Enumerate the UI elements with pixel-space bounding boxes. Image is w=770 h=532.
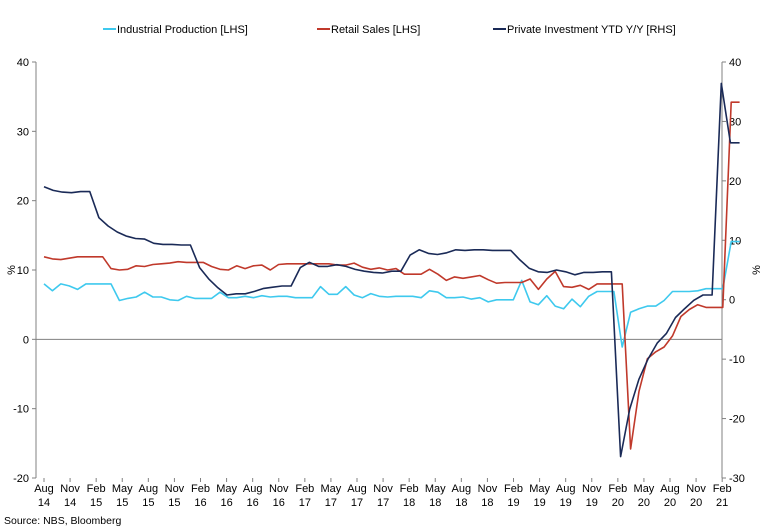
x-tick-label-month: Nov	[582, 483, 602, 495]
x-tick-label-month: Feb	[400, 483, 419, 495]
left-tick-label: 30	[17, 126, 29, 138]
x-tick-label-year: 15	[142, 497, 154, 509]
x-tick-label-month: Aug	[243, 483, 263, 495]
x-tick-label-month: Aug	[660, 483, 680, 495]
x-tick-label-year: 20	[638, 497, 650, 509]
x-tick-label-month: Nov	[165, 483, 185, 495]
plot-area	[43, 82, 740, 458]
x-tick-label-year: 19	[533, 497, 545, 509]
x-axis-ticks: Aug 14 Nov 14 Feb 15 May 15 Aug 15 Nov 15 Feb 16 May 16…	[34, 478, 732, 509]
x-tick-label-year: 21	[716, 497, 728, 509]
x-tick-label-month: Nov	[269, 483, 289, 495]
legend-label-retail: Retail Sales [LHS]	[331, 24, 420, 36]
x-tick-label-month: May	[634, 483, 655, 495]
x-tick-label-month: Feb	[295, 483, 314, 495]
right-axis-label: %	[751, 265, 763, 275]
legend-label-industrial: Industrial Production [LHS]	[117, 24, 248, 36]
right-tick-label: 40	[729, 57, 741, 69]
x-tick-label-year: 19	[507, 497, 519, 509]
x-tick-label-year: 18	[403, 497, 415, 509]
x-tick-label-year: 18	[429, 497, 441, 509]
x-tick-label-month: Nov	[686, 483, 706, 495]
x-tick-label-year: 19	[560, 497, 572, 509]
legend: Industrial Production [LHS] Retail Sales…	[103, 24, 676, 36]
x-tick-label-month: Aug	[139, 483, 159, 495]
x-tick-label-year: 18	[481, 497, 493, 509]
x-tick-label-month: Nov	[478, 483, 498, 495]
x-tick-label-month: Feb	[608, 483, 627, 495]
left-tick-label: -10	[13, 404, 29, 416]
series-line-investment	[43, 82, 740, 458]
x-tick-label-month: Feb	[191, 483, 210, 495]
legend-item-retail[interactable]: Retail Sales [LHS]	[317, 24, 420, 36]
x-tick-label-month: Aug	[452, 483, 472, 495]
x-tick-label-year: 17	[325, 497, 337, 509]
right-tick-label: -10	[729, 354, 745, 366]
source-note: Source: NBS, Bloomberg	[4, 515, 121, 527]
x-tick-label-month: May	[425, 483, 446, 495]
left-tick-label: 10	[17, 265, 29, 277]
right-tick-label: -30	[729, 473, 745, 485]
x-tick-label-year: 16	[194, 497, 206, 509]
x-tick-label-month: Feb	[713, 483, 732, 495]
legend-item-investment[interactable]: Private Investment YTD Y/Y [RHS]	[493, 24, 676, 36]
x-tick-label-month: Aug	[34, 483, 54, 495]
x-tick-label-year: 14	[64, 497, 76, 509]
x-tick-label-year: 14	[38, 497, 50, 509]
x-tick-label-year: 16	[220, 497, 232, 509]
x-tick-label-year: 20	[690, 497, 702, 509]
x-tick-label-month: May	[529, 483, 550, 495]
left-axis-label: %	[6, 265, 18, 275]
right-tick-label: 20	[729, 176, 741, 188]
x-tick-label-year: 17	[377, 497, 389, 509]
x-tick-label-month: Aug	[556, 483, 576, 495]
x-tick-label-month: Nov	[373, 483, 393, 495]
left-tick-label: -20	[13, 473, 29, 485]
x-tick-label-month: Nov	[60, 483, 80, 495]
left-tick-label: 0	[23, 334, 29, 346]
x-tick-label-month: Feb	[504, 483, 523, 495]
legend-item-industrial[interactable]: Industrial Production [LHS]	[103, 24, 248, 36]
x-tick-label-month: May	[216, 483, 237, 495]
left-tick-label: 40	[17, 57, 29, 69]
x-tick-label-year: 16	[273, 497, 285, 509]
x-tick-label-year: 18	[455, 497, 467, 509]
x-tick-label-year: 15	[90, 497, 102, 509]
x-tick-label-month: Aug	[347, 483, 367, 495]
x-tick-label-year: 20	[612, 497, 624, 509]
series-line-industrial	[43, 240, 740, 348]
x-tick-label-year: 17	[351, 497, 363, 509]
left-tick-label: 20	[17, 196, 29, 208]
x-tick-label-year: 17	[299, 497, 311, 509]
right-tick-label: 0	[729, 295, 735, 307]
right-tick-label: 30	[729, 116, 741, 128]
x-tick-label-year: 15	[168, 497, 180, 509]
legend-label-investment: Private Investment YTD Y/Y [RHS]	[507, 24, 676, 36]
x-tick-label-month: May	[112, 483, 133, 495]
x-tick-label-month: Feb	[87, 483, 106, 495]
x-tick-label-year: 16	[247, 497, 259, 509]
x-tick-label-month: May	[321, 483, 342, 495]
series-line-retail	[43, 101, 740, 450]
x-tick-label-year: 20	[664, 497, 676, 509]
right-tick-label: -20	[729, 414, 745, 426]
x-tick-label-year: 15	[116, 497, 128, 509]
x-tick-label-year: 19	[586, 497, 598, 509]
